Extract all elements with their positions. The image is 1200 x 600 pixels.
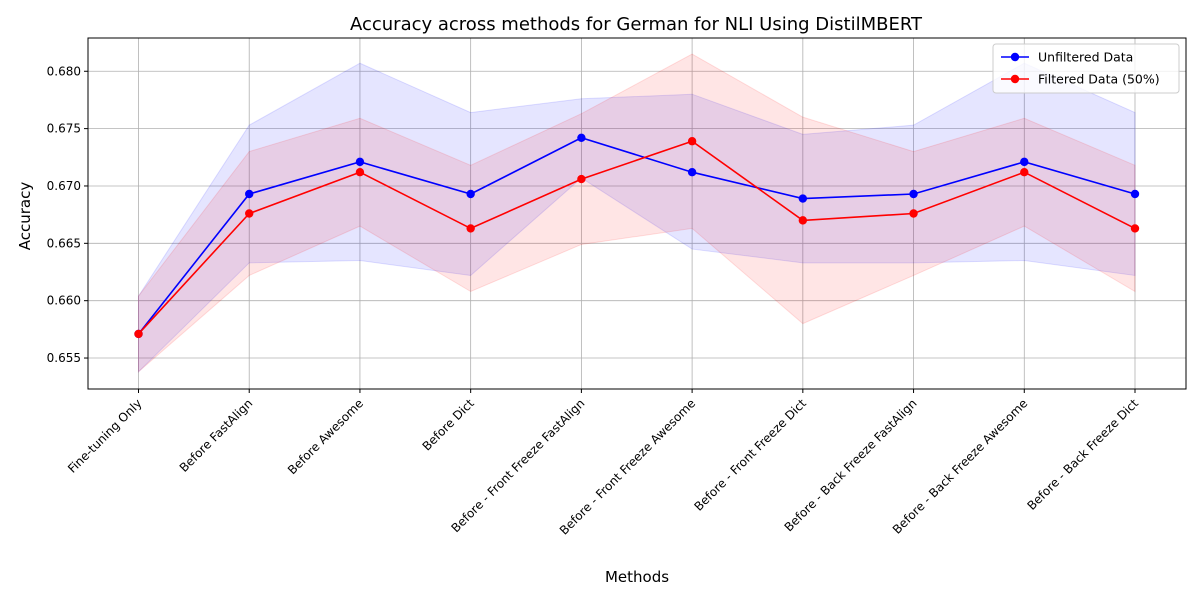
- x-tick-label: Before Dict: [420, 396, 477, 453]
- series-line-1: [137, 140, 1136, 335]
- x-axis-label: Methods: [605, 568, 669, 586]
- x-tick-label: Before - Front Freeze FastAlign: [449, 396, 588, 535]
- y-tick-label: 0.665: [47, 236, 81, 250]
- y-axis-label: Accuracy: [16, 182, 34, 251]
- data-point: [577, 133, 586, 142]
- y-tick-label: 0.655: [47, 351, 81, 365]
- data-point: [245, 209, 254, 218]
- data-point: [798, 216, 808, 225]
- y-tick-label: 0.680: [47, 64, 81, 78]
- y-tick-label: 0.670: [47, 179, 81, 193]
- data-point: [245, 189, 254, 199]
- grid: [88, 38, 1186, 389]
- data-point: [466, 224, 475, 233]
- data-point: [909, 189, 918, 199]
- data-point: [687, 137, 697, 146]
- x-tick-label: Before Awesome: [285, 396, 366, 477]
- series-line-0: [137, 136, 1136, 335]
- confidence-band-0: [138, 62, 1136, 373]
- x-tick-label: Before - Front Freeze Awesome: [557, 396, 698, 537]
- legend-marker: [1010, 74, 1020, 84]
- data-point: [577, 174, 586, 184]
- confidence-band-1: [138, 53, 1136, 373]
- x-tick-label: Before FastAlign: [177, 396, 256, 475]
- legend: Unfiltered Data Filtered Data (50%): [992, 43, 1180, 94]
- data-point: [355, 168, 365, 177]
- series-points: [134, 133, 1140, 339]
- data-point: [1020, 168, 1029, 177]
- data-point: [1020, 157, 1029, 167]
- data-point: [909, 209, 918, 218]
- data-point: [1130, 224, 1140, 233]
- chart-title: Accuracy across methods for German for N…: [350, 14, 923, 35]
- data-point: [687, 168, 697, 177]
- x-tick-label: Before - Front Freeze Dict: [691, 396, 809, 514]
- data-point: [1130, 189, 1140, 199]
- data-point: [134, 329, 143, 339]
- legend-box: [992, 43, 1180, 94]
- y-tick-label: 0.675: [47, 122, 81, 136]
- y-tick-label: 0.660: [47, 294, 81, 308]
- legend-label: Filtered Data (50%): [1038, 72, 1160, 87]
- data-point: [466, 189, 475, 199]
- x-tick-label: Before - Back Freeze Dict: [1024, 396, 1141, 513]
- plot-frame: [87, 37, 1187, 390]
- y-axis-ticks: 0.655 0.660 0.665 0.670 0.675 0.680: [47, 64, 88, 365]
- confidence-bands: [138, 53, 1136, 373]
- x-tick-label: Before - Back Freeze FastAlign: [782, 396, 920, 534]
- x-tick-label: Fine-tuning Only: [65, 396, 145, 476]
- x-tick-label: Before - Back Freeze Awesome: [890, 396, 1030, 536]
- data-point: [355, 157, 365, 167]
- data-point: [798, 194, 808, 203]
- legend-label: Unfiltered Data: [1038, 50, 1133, 65]
- series-lines: [137, 136, 1136, 335]
- x-axis-ticks: Fine-tuning Only Before FastAlign Before A…: [65, 389, 1141, 538]
- legend-marker: [1010, 52, 1020, 62]
